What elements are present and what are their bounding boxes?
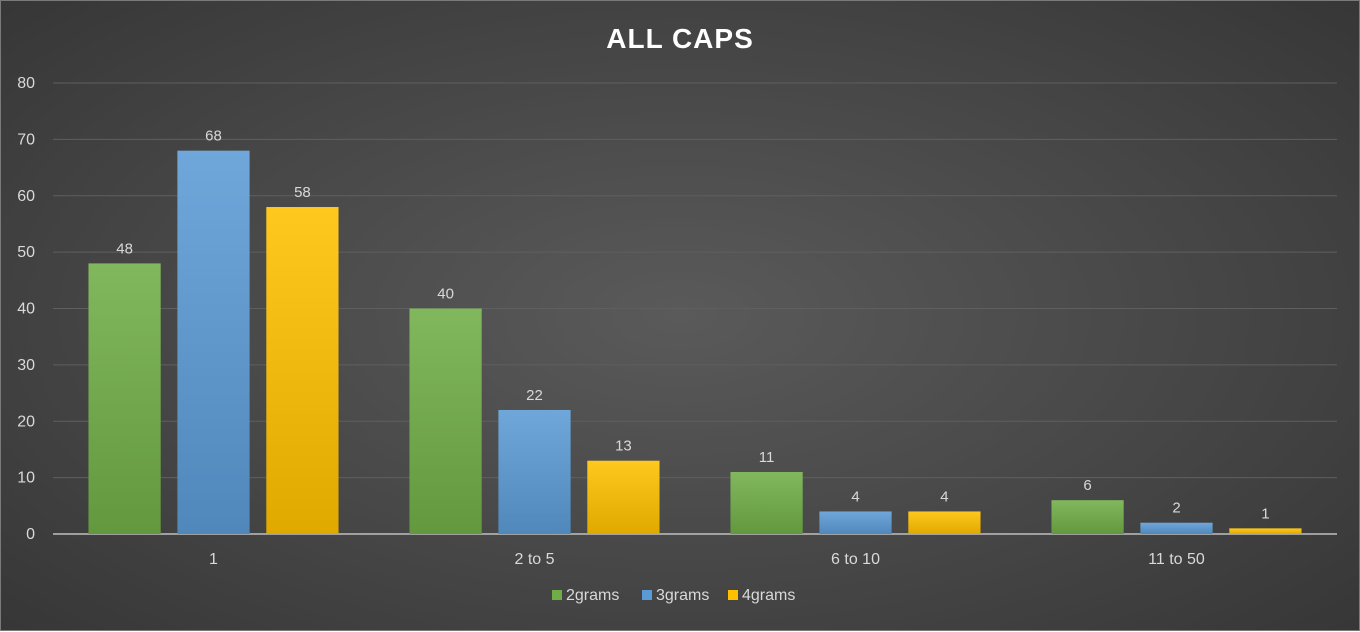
data-labels: 48 68 58 40 22 13 11 4 4 6 2 1	[116, 128, 1269, 523]
data-label: 22	[526, 387, 543, 404]
bar-3grams	[819, 511, 892, 534]
bars	[88, 150, 1302, 534]
bar-2grams	[1051, 500, 1124, 534]
legend-label: 3grams	[656, 587, 709, 604]
y-tick-label: 70	[17, 131, 35, 148]
bar-4grams	[1229, 528, 1302, 534]
legend-swatch	[642, 590, 652, 600]
legend-swatch	[728, 590, 738, 600]
y-tick-label: 20	[17, 413, 35, 430]
legend-label: 4grams	[742, 587, 795, 604]
bar-4grams	[587, 460, 660, 534]
data-label: 4	[851, 488, 859, 505]
data-label: 68	[205, 128, 222, 145]
y-axis: 0 10 20 30 40 50 60 70 80	[17, 75, 35, 543]
data-label: 11	[759, 449, 775, 466]
data-label: 48	[116, 240, 133, 257]
x-tick-label: 2 to 5	[514, 551, 554, 568]
bar-3grams	[498, 409, 571, 534]
x-tick-label: 1	[209, 551, 218, 568]
bar-2grams	[409, 308, 482, 534]
y-tick-label: 50	[17, 244, 35, 261]
bar-3grams	[177, 150, 250, 534]
data-label: 2	[1172, 500, 1180, 517]
y-tick-label: 10	[17, 470, 35, 487]
data-label: 13	[615, 438, 632, 455]
y-tick-label: 30	[17, 357, 35, 374]
chart-title: ALL CAPS	[606, 23, 754, 54]
bar-4grams	[908, 511, 981, 534]
legend-swatch	[552, 590, 562, 600]
data-label: 58	[294, 184, 311, 201]
data-label: 6	[1083, 477, 1091, 494]
bar-4grams	[266, 207, 339, 534]
y-tick-label: 0	[26, 526, 35, 543]
data-label: 4	[940, 488, 948, 505]
legend: 2grams 3grams 4grams	[552, 587, 795, 604]
bar-3grams	[1140, 522, 1213, 534]
y-tick-label: 80	[17, 75, 35, 92]
y-tick-label: 60	[17, 188, 35, 205]
x-axis: 1 2 to 5 6 to 10 11 to 50	[209, 551, 1205, 568]
data-label: 40	[437, 286, 454, 303]
x-tick-label: 6 to 10	[831, 551, 880, 568]
y-tick-label: 40	[17, 301, 35, 318]
legend-label: 2grams	[566, 587, 619, 604]
x-tick-label: 11 to 50	[1148, 551, 1205, 568]
data-label: 1	[1261, 505, 1269, 522]
bar-2grams	[88, 263, 161, 534]
bar-2grams	[730, 471, 803, 534]
